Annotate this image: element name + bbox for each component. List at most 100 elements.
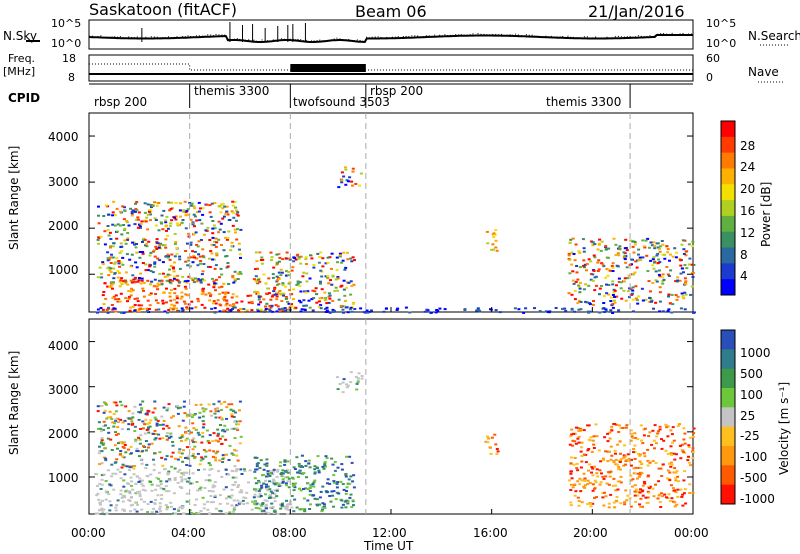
velocity-cell (98, 482, 102, 485)
power-cell (346, 251, 349, 254)
power-cell (571, 270, 575, 273)
power-cell (157, 246, 161, 249)
velocity-cell (576, 480, 580, 483)
velocity-cell (236, 459, 240, 462)
power-cell (187, 235, 191, 238)
velocity-cell (688, 492, 692, 494)
power-cell (232, 281, 236, 284)
velocity-cell (264, 505, 268, 508)
velocity-cell (106, 416, 110, 419)
velocity-cell (346, 501, 350, 504)
power-cell (197, 253, 201, 256)
power-cell (160, 283, 164, 286)
power-cell (655, 242, 659, 245)
power-cell (280, 271, 284, 274)
power-cell (649, 259, 653, 262)
power-cell (155, 285, 159, 288)
velocity-ytick-4000: 4000 (48, 339, 79, 353)
velocity-cell (200, 441, 204, 444)
power-cell (602, 265, 606, 268)
power-cell (275, 310, 279, 313)
power-cell (651, 281, 655, 284)
velocity-cell (162, 420, 166, 422)
power-cell (666, 310, 670, 313)
velocity-cell (164, 490, 168, 493)
velocity-panel-frame (88, 318, 694, 515)
power-cell (126, 237, 130, 240)
velocity-cell (153, 416, 157, 419)
velocity-cell (180, 452, 184, 455)
velocity-cell (680, 495, 684, 498)
velocity-cell (184, 439, 188, 442)
velocity-cell (116, 426, 120, 429)
power-cell (311, 309, 315, 312)
velocity-cell (591, 502, 595, 505)
velocity-cell (676, 475, 679, 478)
power-cell (612, 299, 616, 302)
power-cell (182, 300, 186, 303)
velocity-cell (255, 468, 259, 471)
power-cell (350, 180, 354, 183)
velocity-cell (569, 501, 573, 504)
velocity-cell (133, 508, 137, 511)
power-cell (140, 220, 144, 223)
power-cell (667, 275, 671, 277)
velocity-cell (114, 401, 118, 404)
power-cell (268, 304, 272, 307)
power-cell (128, 258, 132, 261)
power-cell (646, 270, 650, 272)
power-cell (99, 307, 103, 309)
power-cell (642, 245, 646, 248)
velocity-cell (253, 470, 257, 473)
velocity-cell (639, 467, 643, 469)
velocity-cell (180, 480, 184, 483)
velocity-cell (214, 507, 218, 510)
velocity-cell (134, 440, 138, 443)
velocity-cell (569, 504, 573, 507)
power-cell (327, 295, 331, 298)
power-cell (599, 249, 603, 252)
velocity-cell (669, 465, 673, 468)
power-cell (658, 300, 662, 303)
velocity-cell (187, 455, 191, 458)
power-cell (236, 228, 239, 231)
power-cell (257, 296, 261, 299)
power-cell (339, 285, 343, 288)
velocity-cell (356, 379, 360, 382)
power-cell (219, 304, 223, 307)
power-cell (146, 279, 150, 282)
power-cell (227, 230, 231, 233)
velocity-cell (153, 407, 157, 410)
power-cell (279, 274, 283, 277)
velocity-cell (302, 472, 306, 474)
velocity-cell (143, 432, 147, 435)
power-cell (115, 207, 119, 210)
power-cell (166, 311, 169, 314)
velocity-cell (647, 460, 651, 463)
power-cell (131, 289, 135, 292)
power-cell (159, 221, 163, 224)
velocity-cell (302, 497, 306, 500)
power-cell (213, 227, 217, 230)
velocity-cell (256, 462, 260, 465)
velocity-cell (185, 464, 189, 466)
power-cell (690, 263, 694, 266)
power-cell (135, 251, 139, 254)
velocity-cell (230, 415, 234, 418)
velocity-cell (308, 508, 312, 510)
power-cell (183, 302, 187, 305)
power-cell (167, 309, 171, 311)
velocity-cell (349, 381, 353, 384)
velocity-cell (682, 479, 686, 482)
velocity-cell (658, 425, 662, 428)
power-cell (338, 255, 342, 258)
velocity-cell (214, 439, 218, 442)
power-cell (148, 304, 152, 307)
velocity-cell (204, 408, 208, 411)
velocity-cell (567, 479, 571, 482)
velocity-cell (580, 501, 584, 504)
velocity-cell (313, 497, 317, 500)
velocity-cell (262, 468, 266, 471)
velocity-cell (135, 450, 139, 452)
power-cell (346, 258, 350, 261)
